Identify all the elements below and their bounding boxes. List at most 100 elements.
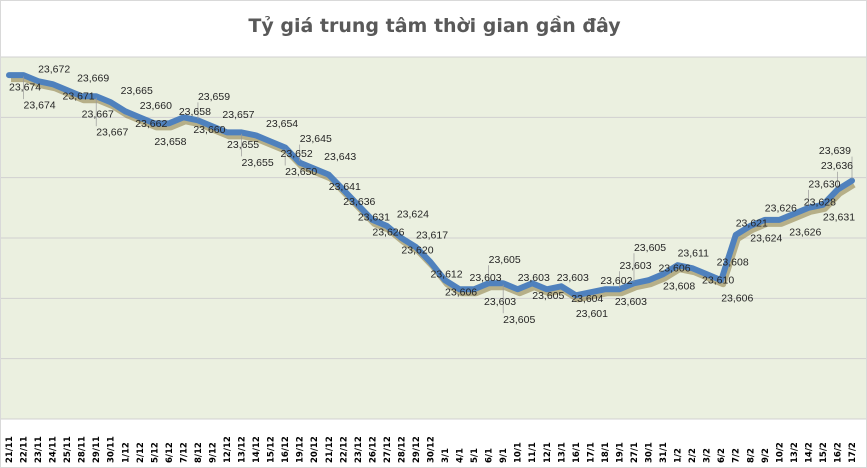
- x-tick-label: 5/12: [150, 442, 160, 463]
- data-point: [632, 281, 636, 285]
- data-label: 23,620: [401, 245, 433, 257]
- data-point: [530, 281, 534, 285]
- data-point: [821, 203, 825, 207]
- leader-lines: [23, 75, 853, 314]
- x-tick-label: 9/1: [499, 448, 509, 463]
- data-label: 23,603: [557, 272, 589, 284]
- data-point: [65, 88, 69, 92]
- x-tick-label: 26/12: [368, 436, 378, 463]
- data-point: [225, 130, 229, 134]
- data-point: [370, 218, 374, 222]
- data-point: [690, 266, 694, 270]
- x-tick-label: 16/2: [833, 442, 843, 463]
- x-tick-label: 3/2: [703, 448, 713, 463]
- data-label: 23,658: [179, 106, 211, 118]
- x-tick-label: 15/2: [819, 442, 829, 463]
- data-label: 23,641: [329, 181, 361, 193]
- data-label: 23,605: [634, 242, 666, 254]
- x-tick-label: 28/11: [78, 436, 88, 463]
- data-point: [487, 281, 491, 285]
- data-label: 23,610: [702, 275, 734, 287]
- data-label: 23,654: [266, 118, 298, 130]
- data-label: 23,662: [135, 118, 167, 130]
- data-label: 23,624: [397, 208, 429, 220]
- data-point: [283, 146, 287, 149]
- data-label: 23,631: [358, 211, 390, 223]
- data-label: 23,660: [140, 100, 172, 112]
- data-point: [443, 278, 447, 282]
- data-label: 23,652: [281, 148, 313, 160]
- data-point: [269, 139, 273, 143]
- data-point: [152, 121, 156, 125]
- x-tick-label: 14/12: [252, 436, 262, 463]
- data-point: [109, 100, 113, 104]
- data-label: 23,626: [765, 202, 797, 214]
- x-tick-label: 17/1: [586, 442, 596, 463]
- x-tick-label: 1/12: [121, 442, 131, 463]
- data-point: [123, 109, 127, 113]
- x-tick-label: 12/1: [543, 442, 553, 463]
- data-label: 23,606: [721, 293, 753, 305]
- data-point: [545, 287, 549, 291]
- x-tick-label: 3/1: [441, 448, 451, 463]
- x-tick-label: 23/12: [354, 436, 364, 463]
- data-label: 23,603: [615, 296, 647, 308]
- x-tick-label: 2/2: [688, 448, 698, 463]
- data-label: 23,667: [82, 109, 114, 121]
- data-label: 23,604: [571, 293, 603, 305]
- x-tick-label: 1/2: [674, 448, 684, 463]
- data-label: 23,660: [193, 124, 225, 136]
- data-label: 23,608: [717, 257, 749, 269]
- x-tick-label: 19/1: [615, 442, 625, 463]
- x-tick-label: 16/1: [572, 442, 582, 463]
- data-point: [240, 130, 244, 134]
- x-tick-label: 22/11: [20, 436, 30, 463]
- data-point: [559, 284, 563, 288]
- data-label: 23,674: [9, 82, 41, 94]
- data-label: 23,605: [503, 314, 535, 326]
- x-tick-label: 31/1: [659, 442, 669, 463]
- data-point: [94, 94, 98, 98]
- data-label: 23,639: [819, 145, 851, 157]
- x-tick-label: 18/1: [601, 442, 611, 463]
- data-label: 23,643: [324, 151, 356, 163]
- data-point: [22, 73, 26, 77]
- data-point: [806, 206, 810, 210]
- data-label: 23,605: [532, 290, 564, 302]
- data-label: 23,650: [285, 166, 317, 178]
- data-label: 23,608: [663, 281, 695, 293]
- data-label: 23,671: [63, 91, 95, 103]
- x-tick-label: 10/1: [514, 442, 524, 463]
- data-label: 23,669: [77, 73, 109, 85]
- data-point: [574, 293, 578, 297]
- x-tick-label: 15/12: [267, 436, 277, 463]
- x-tick-label: 29/11: [92, 436, 102, 463]
- x-tick-label: 12/12: [223, 436, 233, 463]
- data-point: [748, 224, 752, 228]
- data-point: [80, 94, 84, 98]
- data-point: [676, 263, 680, 267]
- data-point: [458, 287, 462, 291]
- data-point: [312, 167, 316, 171]
- data-label: 23,626: [789, 226, 821, 238]
- data-label: 23,606: [445, 287, 477, 299]
- data-point: [705, 272, 709, 276]
- data-label: 23,667: [96, 127, 128, 139]
- data-label: 23,657: [222, 109, 254, 121]
- data-label: 23,636: [343, 196, 375, 208]
- data-point: [210, 124, 214, 128]
- data-point: [617, 287, 621, 291]
- x-tick-label: 29/12: [412, 436, 422, 463]
- x-tick-label: 8/2: [746, 448, 756, 463]
- data-point: [647, 278, 651, 282]
- x-tick-label: 2/12: [136, 442, 146, 463]
- data-point: [51, 82, 55, 86]
- x-tick-label: 17/2: [848, 442, 858, 463]
- x-tick-label: 27/1: [630, 442, 640, 463]
- data-point: [792, 212, 796, 216]
- data-point: [327, 173, 331, 177]
- x-tick-label: 13/12: [238, 436, 248, 463]
- chart-title: Tỷ giá trung tâm thời gian gần đây: [248, 15, 621, 37]
- data-point: [472, 287, 476, 291]
